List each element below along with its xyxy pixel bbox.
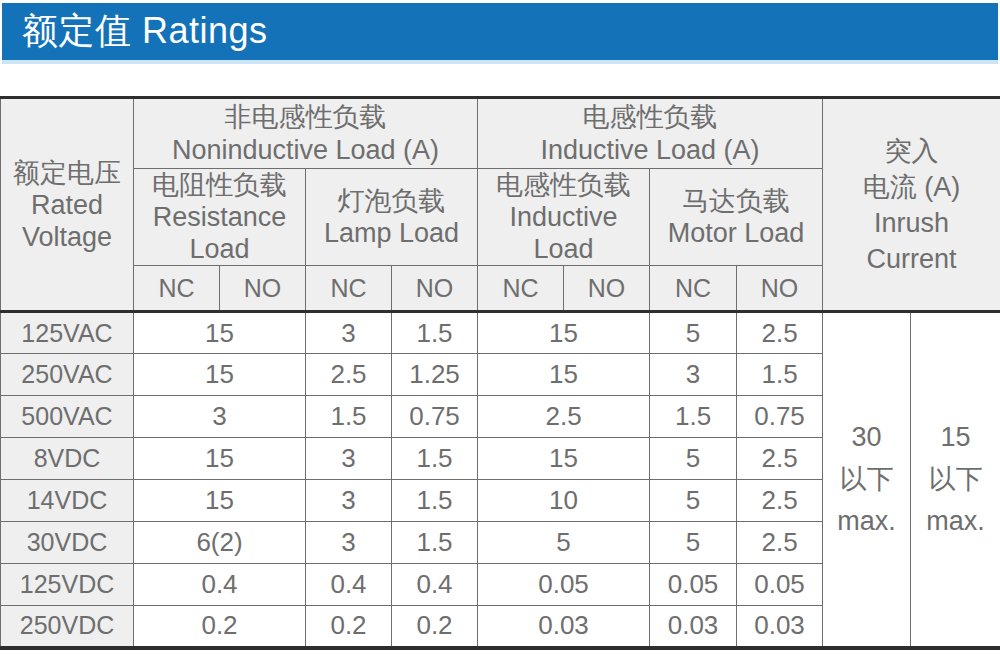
section-title-bar: 额定值 Ratings xyxy=(2,3,998,60)
ratings-table: 额定电压 Rated Voltage 非电感性负载 Noninductive L… xyxy=(0,96,1000,650)
cell-lamp-no: 0.4 xyxy=(392,564,478,606)
cell-resistance: 15 xyxy=(134,354,306,396)
cell-lamp-nc: 2.5 xyxy=(306,354,392,396)
cell-resistance: 15 xyxy=(134,480,306,522)
col-header-inductive-load-group: 电感性负载 Inductive Load (A) xyxy=(478,98,823,169)
col-header-nc: NC xyxy=(650,266,737,312)
col-header-lamp-load: 灯泡负载 Lamp Load xyxy=(306,169,478,266)
row-label: 8VDC xyxy=(1,438,134,480)
row-label: 250VAC xyxy=(1,354,134,396)
cell-lamp-no: 1.25 xyxy=(392,354,478,396)
row-label: 500VAC xyxy=(1,396,134,438)
page-title: 额定值 Ratings xyxy=(22,7,268,56)
cell-inductive: 5 xyxy=(478,522,650,564)
cell-lamp-nc: 3 xyxy=(306,480,392,522)
cell-motor-nc: 0.03 xyxy=(650,606,737,648)
cell-motor-no: 0.75 xyxy=(737,396,823,438)
col-header-nc: NC xyxy=(306,266,392,312)
col-header-rated-voltage: 额定电压 Rated Voltage xyxy=(1,98,134,312)
col-header-resistance-load: 电阻性负载 Resistance Load xyxy=(134,169,306,266)
row-label: 125VDC xyxy=(1,564,134,606)
cell-motor-no: 2.5 xyxy=(737,438,823,480)
cell-inductive: 15 xyxy=(478,354,650,396)
cell-inductive: 0.05 xyxy=(478,564,650,606)
cell-inductive: 15 xyxy=(478,312,650,354)
cell-motor-nc: 5 xyxy=(650,312,737,354)
cell-motor-no: 1.5 xyxy=(737,354,823,396)
cell-resistance: 15 xyxy=(134,312,306,354)
cell-motor-nc: 1.5 xyxy=(650,396,737,438)
ratings-page: 额定值 Ratings 额定电压 Rated Voltage 非电感性负载 No… xyxy=(0,0,1000,665)
cell-lamp-no: 0.2 xyxy=(392,606,478,648)
col-header-no: NO xyxy=(564,266,650,312)
cell-resistance: 0.4 xyxy=(134,564,306,606)
col-header-inductive-load: 电感性负载 Inductive Load xyxy=(478,169,650,266)
cell-motor-nc: 5 xyxy=(650,480,737,522)
col-header-nc: NC xyxy=(478,266,564,312)
cell-lamp-nc: 0.2 xyxy=(306,606,392,648)
cell-inrush-30-max: 30 以下 max. xyxy=(823,312,911,648)
cell-motor-nc: 3 xyxy=(650,354,737,396)
cell-lamp-no: 0.75 xyxy=(392,396,478,438)
cell-lamp-nc: 0.4 xyxy=(306,564,392,606)
cell-motor-no: 0.05 xyxy=(737,564,823,606)
col-header-no: NO xyxy=(392,266,478,312)
cell-lamp-no: 1.5 xyxy=(392,312,478,354)
cell-lamp-nc: 1.5 xyxy=(306,396,392,438)
col-header-inrush-current: 突入 电流 (A) Inrush Current xyxy=(823,98,1000,312)
cell-motor-no: 2.5 xyxy=(737,480,823,522)
row-label: 125VAC xyxy=(1,312,134,354)
row-label: 30VDC xyxy=(1,522,134,564)
cell-inductive: 10 xyxy=(478,480,650,522)
cell-motor-no: 0.03 xyxy=(737,606,823,648)
cell-motor-nc: 5 xyxy=(650,522,737,564)
cell-resistance: 15 xyxy=(134,438,306,480)
cell-lamp-nc: 3 xyxy=(306,522,392,564)
cell-inrush-15-max: 15 以下 max. xyxy=(911,312,1000,648)
cell-motor-no: 2.5 xyxy=(737,312,823,354)
cell-motor-no: 2.5 xyxy=(737,522,823,564)
cell-resistance: 6(2) xyxy=(134,522,306,564)
col-header-motor-load: 马达负载 Motor Load xyxy=(650,169,823,266)
cell-motor-nc: 5 xyxy=(650,438,737,480)
cell-lamp-no: 1.5 xyxy=(392,522,478,564)
row-label: 14VDC xyxy=(1,480,134,522)
col-header-nc: NC xyxy=(134,266,220,312)
row-label: 250VDC xyxy=(1,606,134,648)
col-header-no: NO xyxy=(220,266,306,312)
col-header-noninductive-load: 非电感性负载 Noninductive Load (A) xyxy=(134,98,478,169)
cell-resistance: 0.2 xyxy=(134,606,306,648)
cell-motor-nc: 0.05 xyxy=(650,564,737,606)
cell-inductive: 0.03 xyxy=(478,606,650,648)
table-row-125vac: 125VAC 15 3 1.5 15 5 2.5 30 以下 max. 15 以… xyxy=(1,312,1000,354)
col-header-no: NO xyxy=(737,266,823,312)
cell-lamp-nc: 3 xyxy=(306,312,392,354)
cell-inductive: 15 xyxy=(478,438,650,480)
cell-resistance: 3 xyxy=(134,396,306,438)
cell-lamp-no: 1.5 xyxy=(392,480,478,522)
header-row-groups: 额定电压 Rated Voltage 非电感性负载 Noninductive L… xyxy=(1,98,1000,169)
cell-lamp-nc: 3 xyxy=(306,438,392,480)
title-accent-strip xyxy=(2,60,998,64)
cell-inductive: 2.5 xyxy=(478,396,650,438)
cell-lamp-no: 1.5 xyxy=(392,438,478,480)
